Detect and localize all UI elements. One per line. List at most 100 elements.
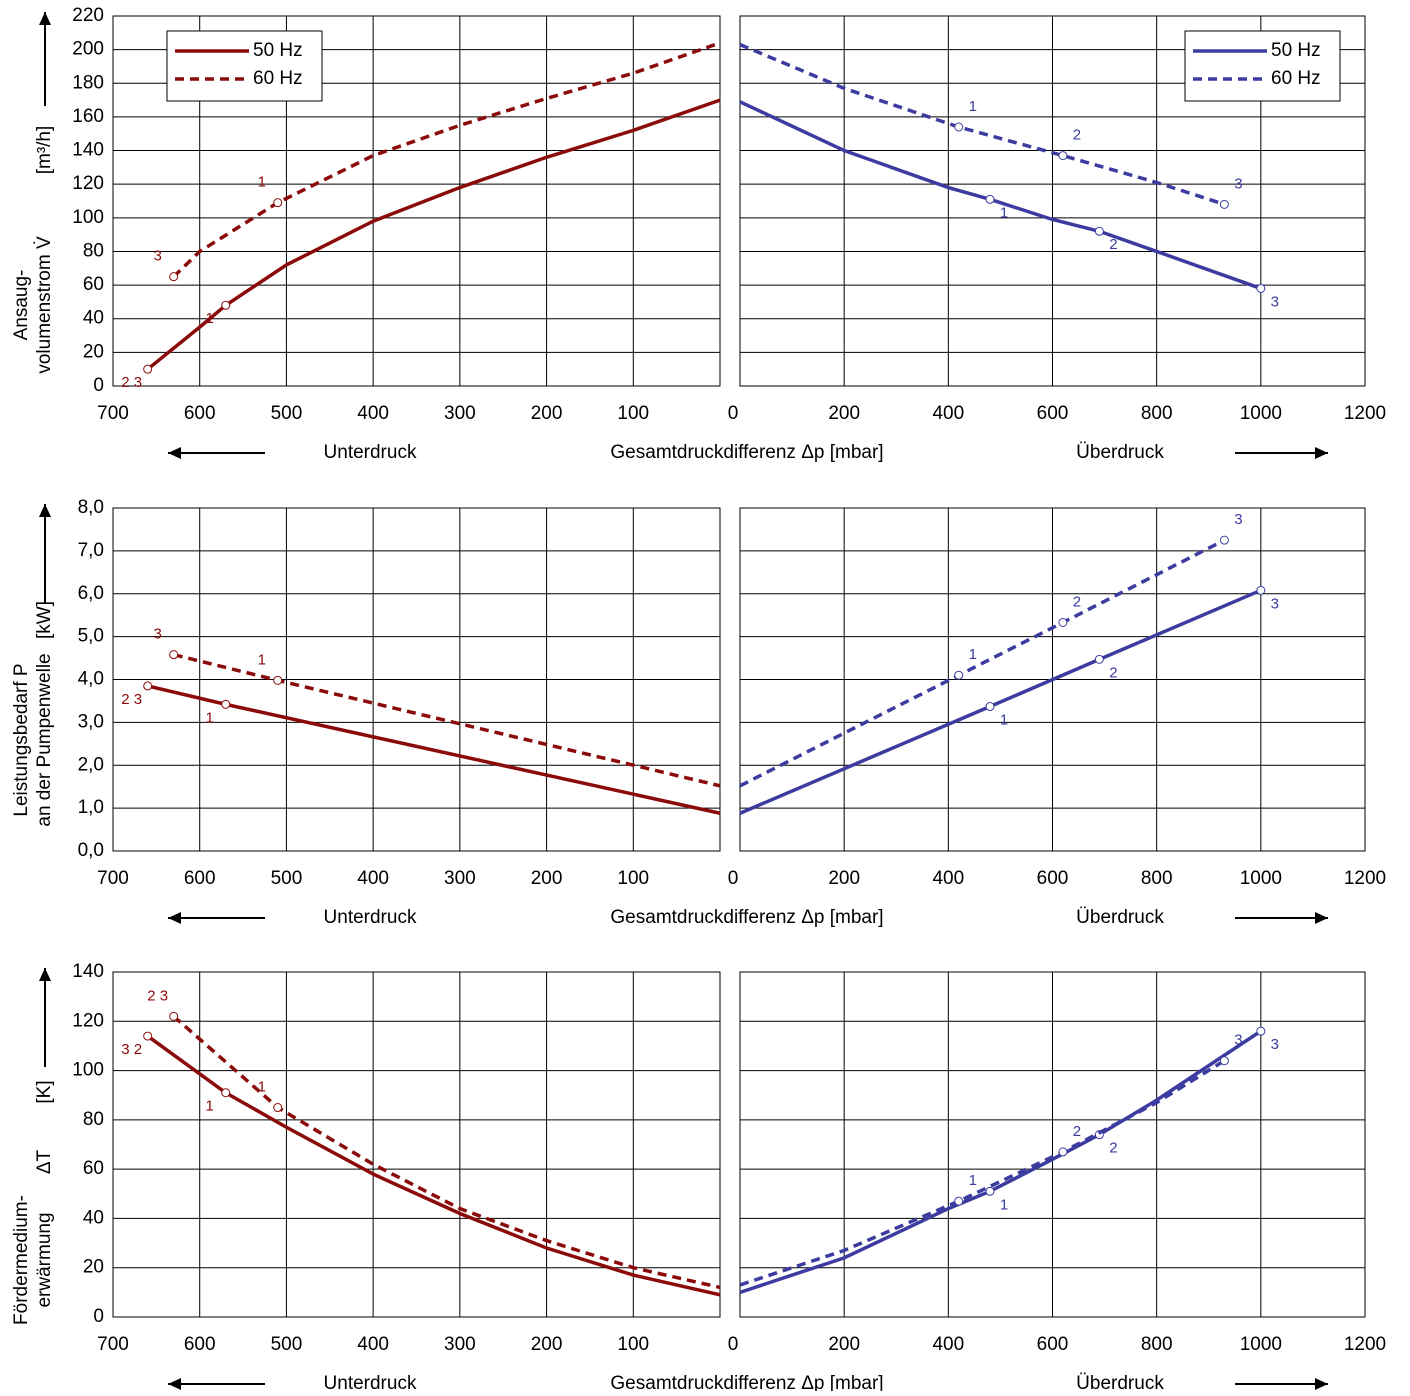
data-line bbox=[739, 1029, 1262, 1295]
x-axis-title: Gesamtdruckdifferenz Δp [mbar] bbox=[610, 907, 883, 928]
x-note: Unterdruck bbox=[324, 907, 417, 928]
x-tick-label: 700 bbox=[97, 868, 129, 889]
point-label: 3 bbox=[1234, 175, 1242, 192]
x-note: Überdruck bbox=[1076, 1373, 1164, 1391]
x-tick-label: 1000 bbox=[1240, 403, 1282, 424]
y-tick-label: 8,0 bbox=[78, 497, 104, 518]
x-tick-label: 100 bbox=[617, 1334, 649, 1355]
point-label: 2 bbox=[1073, 1123, 1081, 1140]
point-label: 1 bbox=[969, 646, 977, 663]
point-label: 1 bbox=[969, 1172, 977, 1189]
plot-area bbox=[112, 971, 721, 1318]
data-line bbox=[739, 42, 1225, 207]
y-tick-label: 5,0 bbox=[78, 626, 104, 647]
y-tick-label: 0,0 bbox=[78, 840, 104, 861]
x-note: Überdruck bbox=[1076, 442, 1164, 463]
arrow-head bbox=[39, 504, 51, 517]
x-tick-label: 400 bbox=[932, 1334, 964, 1355]
data-line bbox=[146, 1034, 721, 1297]
point-label: 2 3 bbox=[121, 374, 142, 391]
point-label: 2 3 bbox=[147, 987, 168, 1004]
arrow-head bbox=[39, 12, 51, 25]
y-tick-label: 120 bbox=[72, 1010, 104, 1031]
x-axis-title: Gesamtdruckdifferenz Δp [mbar] bbox=[610, 1373, 883, 1391]
data-point bbox=[143, 1031, 153, 1041]
x-tick-label: 500 bbox=[271, 403, 303, 424]
x-tick-label: 600 bbox=[1037, 868, 1069, 889]
point-label: 3 bbox=[1271, 1036, 1279, 1053]
x-tick-label: 800 bbox=[1141, 868, 1173, 889]
y-tick-label: 0 bbox=[93, 1306, 104, 1327]
y-tick-label: 100 bbox=[72, 207, 104, 228]
x-tick-label: 800 bbox=[1141, 1334, 1173, 1355]
x-tick-label: 600 bbox=[184, 868, 216, 889]
x-tick-label: 1200 bbox=[1344, 1334, 1386, 1355]
data-point bbox=[273, 198, 283, 208]
point-label: 1 bbox=[206, 1098, 214, 1115]
y-tick-label: 7,0 bbox=[78, 540, 104, 561]
y-tick-label: 100 bbox=[72, 1060, 104, 1081]
legend-box bbox=[166, 30, 323, 102]
data-line bbox=[172, 41, 721, 278]
point-label: 2 bbox=[1073, 127, 1081, 144]
point-label: 3 bbox=[1271, 595, 1279, 612]
data-line bbox=[739, 588, 1262, 815]
point-label: 1 bbox=[1000, 711, 1008, 728]
x-tick-label: 600 bbox=[1037, 403, 1069, 424]
x-tick-label: 0 bbox=[728, 1334, 739, 1355]
point-label: 3 bbox=[1271, 293, 1279, 310]
data-line bbox=[146, 98, 721, 371]
x-tick-label: 300 bbox=[444, 1334, 476, 1355]
data-point bbox=[1219, 535, 1229, 545]
x-note: Unterdruck bbox=[324, 1373, 417, 1391]
point-label: 1 bbox=[969, 98, 977, 115]
y-tick-label: 80 bbox=[83, 240, 104, 261]
y-tick-label: 160 bbox=[72, 106, 104, 127]
x-tick-label: 400 bbox=[357, 1334, 389, 1355]
data-point bbox=[1058, 617, 1068, 627]
x-tick-label: 400 bbox=[357, 868, 389, 889]
y-tick-label: 180 bbox=[72, 72, 104, 93]
data-point bbox=[221, 699, 231, 709]
x-tick-label: 400 bbox=[932, 403, 964, 424]
point-label: 2 3 bbox=[121, 691, 142, 708]
x-tick-label: 200 bbox=[828, 403, 860, 424]
x-tick-label: 600 bbox=[1037, 1334, 1069, 1355]
point-label: 1 bbox=[1000, 204, 1008, 221]
legend-label: 50 Hz bbox=[253, 40, 303, 61]
point-label: 1 bbox=[258, 651, 266, 668]
data-point bbox=[273, 1103, 283, 1113]
x-tick-label: 600 bbox=[184, 403, 216, 424]
x-tick-label: 500 bbox=[271, 1334, 303, 1355]
data-point bbox=[169, 650, 179, 660]
x-tick-label: 200 bbox=[531, 403, 563, 424]
x-note: Unterdruck bbox=[324, 442, 417, 463]
data-point bbox=[1219, 199, 1229, 209]
data-point bbox=[1219, 1056, 1229, 1066]
x-tick-label: 1000 bbox=[1240, 1334, 1282, 1355]
y-axis-title: an der Pumpenwelle bbox=[34, 653, 55, 826]
y-tick-label: 6,0 bbox=[78, 583, 104, 604]
x-tick-label: 800 bbox=[1141, 403, 1173, 424]
arrow-head bbox=[168, 447, 181, 459]
y-axis-title: erwärmung bbox=[34, 1212, 55, 1307]
y-tick-label: 2,0 bbox=[78, 754, 104, 775]
y-tick-label: 4,0 bbox=[78, 669, 104, 690]
x-tick-label: 500 bbox=[271, 868, 303, 889]
legend-box bbox=[1184, 30, 1341, 102]
legend-label: 60 Hz bbox=[253, 68, 303, 89]
x-tick-label: 700 bbox=[97, 403, 129, 424]
y-tick-label: 140 bbox=[72, 961, 104, 982]
y-tick-label: 120 bbox=[72, 173, 104, 194]
y-tick-label: 40 bbox=[83, 1207, 104, 1228]
data-point bbox=[1094, 226, 1104, 236]
x-tick-label: 400 bbox=[932, 868, 964, 889]
x-tick-label: 1000 bbox=[1240, 868, 1282, 889]
y-tick-label: 20 bbox=[83, 1257, 104, 1278]
x-tick-label: 200 bbox=[531, 1334, 563, 1355]
data-point bbox=[1094, 654, 1104, 664]
data-point bbox=[954, 122, 964, 132]
data-point bbox=[1256, 1026, 1266, 1036]
x-tick-label: 200 bbox=[828, 868, 860, 889]
point-label: 1 bbox=[258, 174, 266, 191]
